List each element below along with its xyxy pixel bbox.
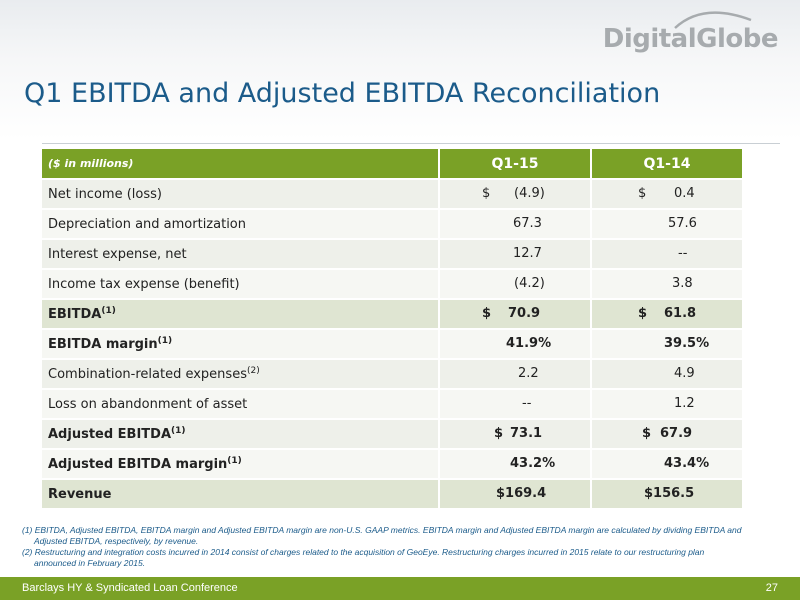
q1-14-cell: 57.6: [590, 208, 742, 239]
table-row: Depreciation and amortization 67.3 57.6: [42, 208, 742, 239]
q1-14-cell: 3.8: [590, 268, 742, 299]
q1-14-cell: 39.5%: [590, 328, 742, 359]
q1-15-cell: 41.9%: [438, 328, 591, 359]
footnote-1: (1) EBITDA, Adjusted EBITDA, EBITDA marg…: [22, 525, 742, 535]
table-row: Combination-related expenses(2) 2.2 4.9: [42, 358, 742, 389]
row-label: Depreciation and amortization: [42, 208, 439, 239]
logo-text: DigitalGlobe: [602, 24, 779, 54]
q1-14-cell: --: [590, 238, 742, 269]
q1-15-cell: 67.3: [438, 208, 591, 239]
page-title: Q1 EBITDA and Adjusted EBITDA Reconcilia…: [24, 78, 661, 109]
q1-15-cell: $73.1: [438, 418, 591, 449]
page-number: 27: [765, 582, 778, 594]
footnotes: (1) EBITDA, Adjusted EBITDA, EBITDA marg…: [22, 525, 782, 569]
row-label: Loss on abandonment of asset: [42, 388, 439, 419]
q1-15-cell: (4.2): [438, 268, 591, 299]
q1-14-cell: 43.4%: [590, 448, 742, 479]
row-label: EBITDA(1): [42, 298, 439, 329]
footnote-2: (2) Restructuring and integration costs …: [22, 547, 705, 557]
reconciliation-table: ($ in millions) Q1-15 Q1-14 Net income (…: [42, 149, 742, 508]
q1-15-cell: $169.4: [438, 478, 591, 508]
row-label: Combination-related expenses(2): [42, 358, 439, 389]
table-row: Income tax expense (benefit) (4.2) 3.8: [42, 268, 742, 299]
table-header-label: ($ in millions): [42, 149, 439, 179]
q1-15-cell: $70.9: [438, 298, 591, 329]
q1-15-cell: $ (4.9): [438, 178, 591, 209]
table-row: Net income (loss) $ (4.9) $0.4: [42, 178, 742, 209]
table-header-row: ($ in millions) Q1-15 Q1-14: [42, 149, 742, 179]
q1-14-cell: 4.9: [590, 358, 742, 389]
q1-14-cell: $156.5: [590, 478, 742, 508]
footnote-1-continued: Adjusted EBITDA, respectively, by revenu…: [34, 536, 199, 546]
table-header-q1-14: Q1-14: [590, 149, 742, 179]
table-row: Interest expense, net 12.7 --: [42, 238, 742, 269]
footer-bar: Barclays HY & Syndicated Loan Conference…: [0, 577, 800, 600]
q1-15-cell: 2.2: [438, 358, 591, 389]
table-row: Adjusted EBITDA(1) $73.1 $67.9: [42, 418, 742, 449]
row-label: Interest expense, net: [42, 238, 439, 269]
footnote-2-continued: announced in February 2015.: [34, 558, 146, 568]
table-row: Revenue $169.4 $156.5: [42, 478, 742, 508]
row-label: Revenue: [42, 478, 439, 508]
row-label: Adjusted EBITDA margin(1): [42, 448, 439, 479]
q1-15-cell: --: [438, 388, 591, 419]
row-label: Adjusted EBITDA(1): [42, 418, 439, 449]
q1-14-cell: 1.2: [590, 388, 742, 419]
table-row: EBITDA(1) $70.9 $61.8: [42, 298, 742, 329]
table-header-q1-15: Q1-15: [438, 149, 591, 179]
row-label: EBITDA margin(1): [42, 328, 439, 359]
table-row: Adjusted EBITDA margin(1) 43.2% 43.4%: [42, 448, 742, 479]
title-divider: [42, 143, 780, 144]
table-row: Loss on abandonment of asset -- 1.2: [42, 388, 742, 419]
conference-name: Barclays HY & Syndicated Loan Conference: [22, 582, 238, 594]
company-logo: DigitalGlobe: [603, 8, 779, 54]
q1-14-cell: $0.4: [590, 178, 742, 209]
q1-15-cell: 43.2%: [438, 448, 591, 479]
q1-14-cell: $67.9: [590, 418, 742, 449]
row-label: Net income (loss): [42, 178, 439, 209]
q1-14-cell: $61.8: [590, 298, 742, 329]
logo-swoosh-icon: [674, 11, 752, 29]
row-label: Income tax expense (benefit): [42, 268, 439, 299]
q1-15-cell: 12.7: [438, 238, 591, 269]
table-row: EBITDA margin(1) 41.9% 39.5%: [42, 328, 742, 359]
